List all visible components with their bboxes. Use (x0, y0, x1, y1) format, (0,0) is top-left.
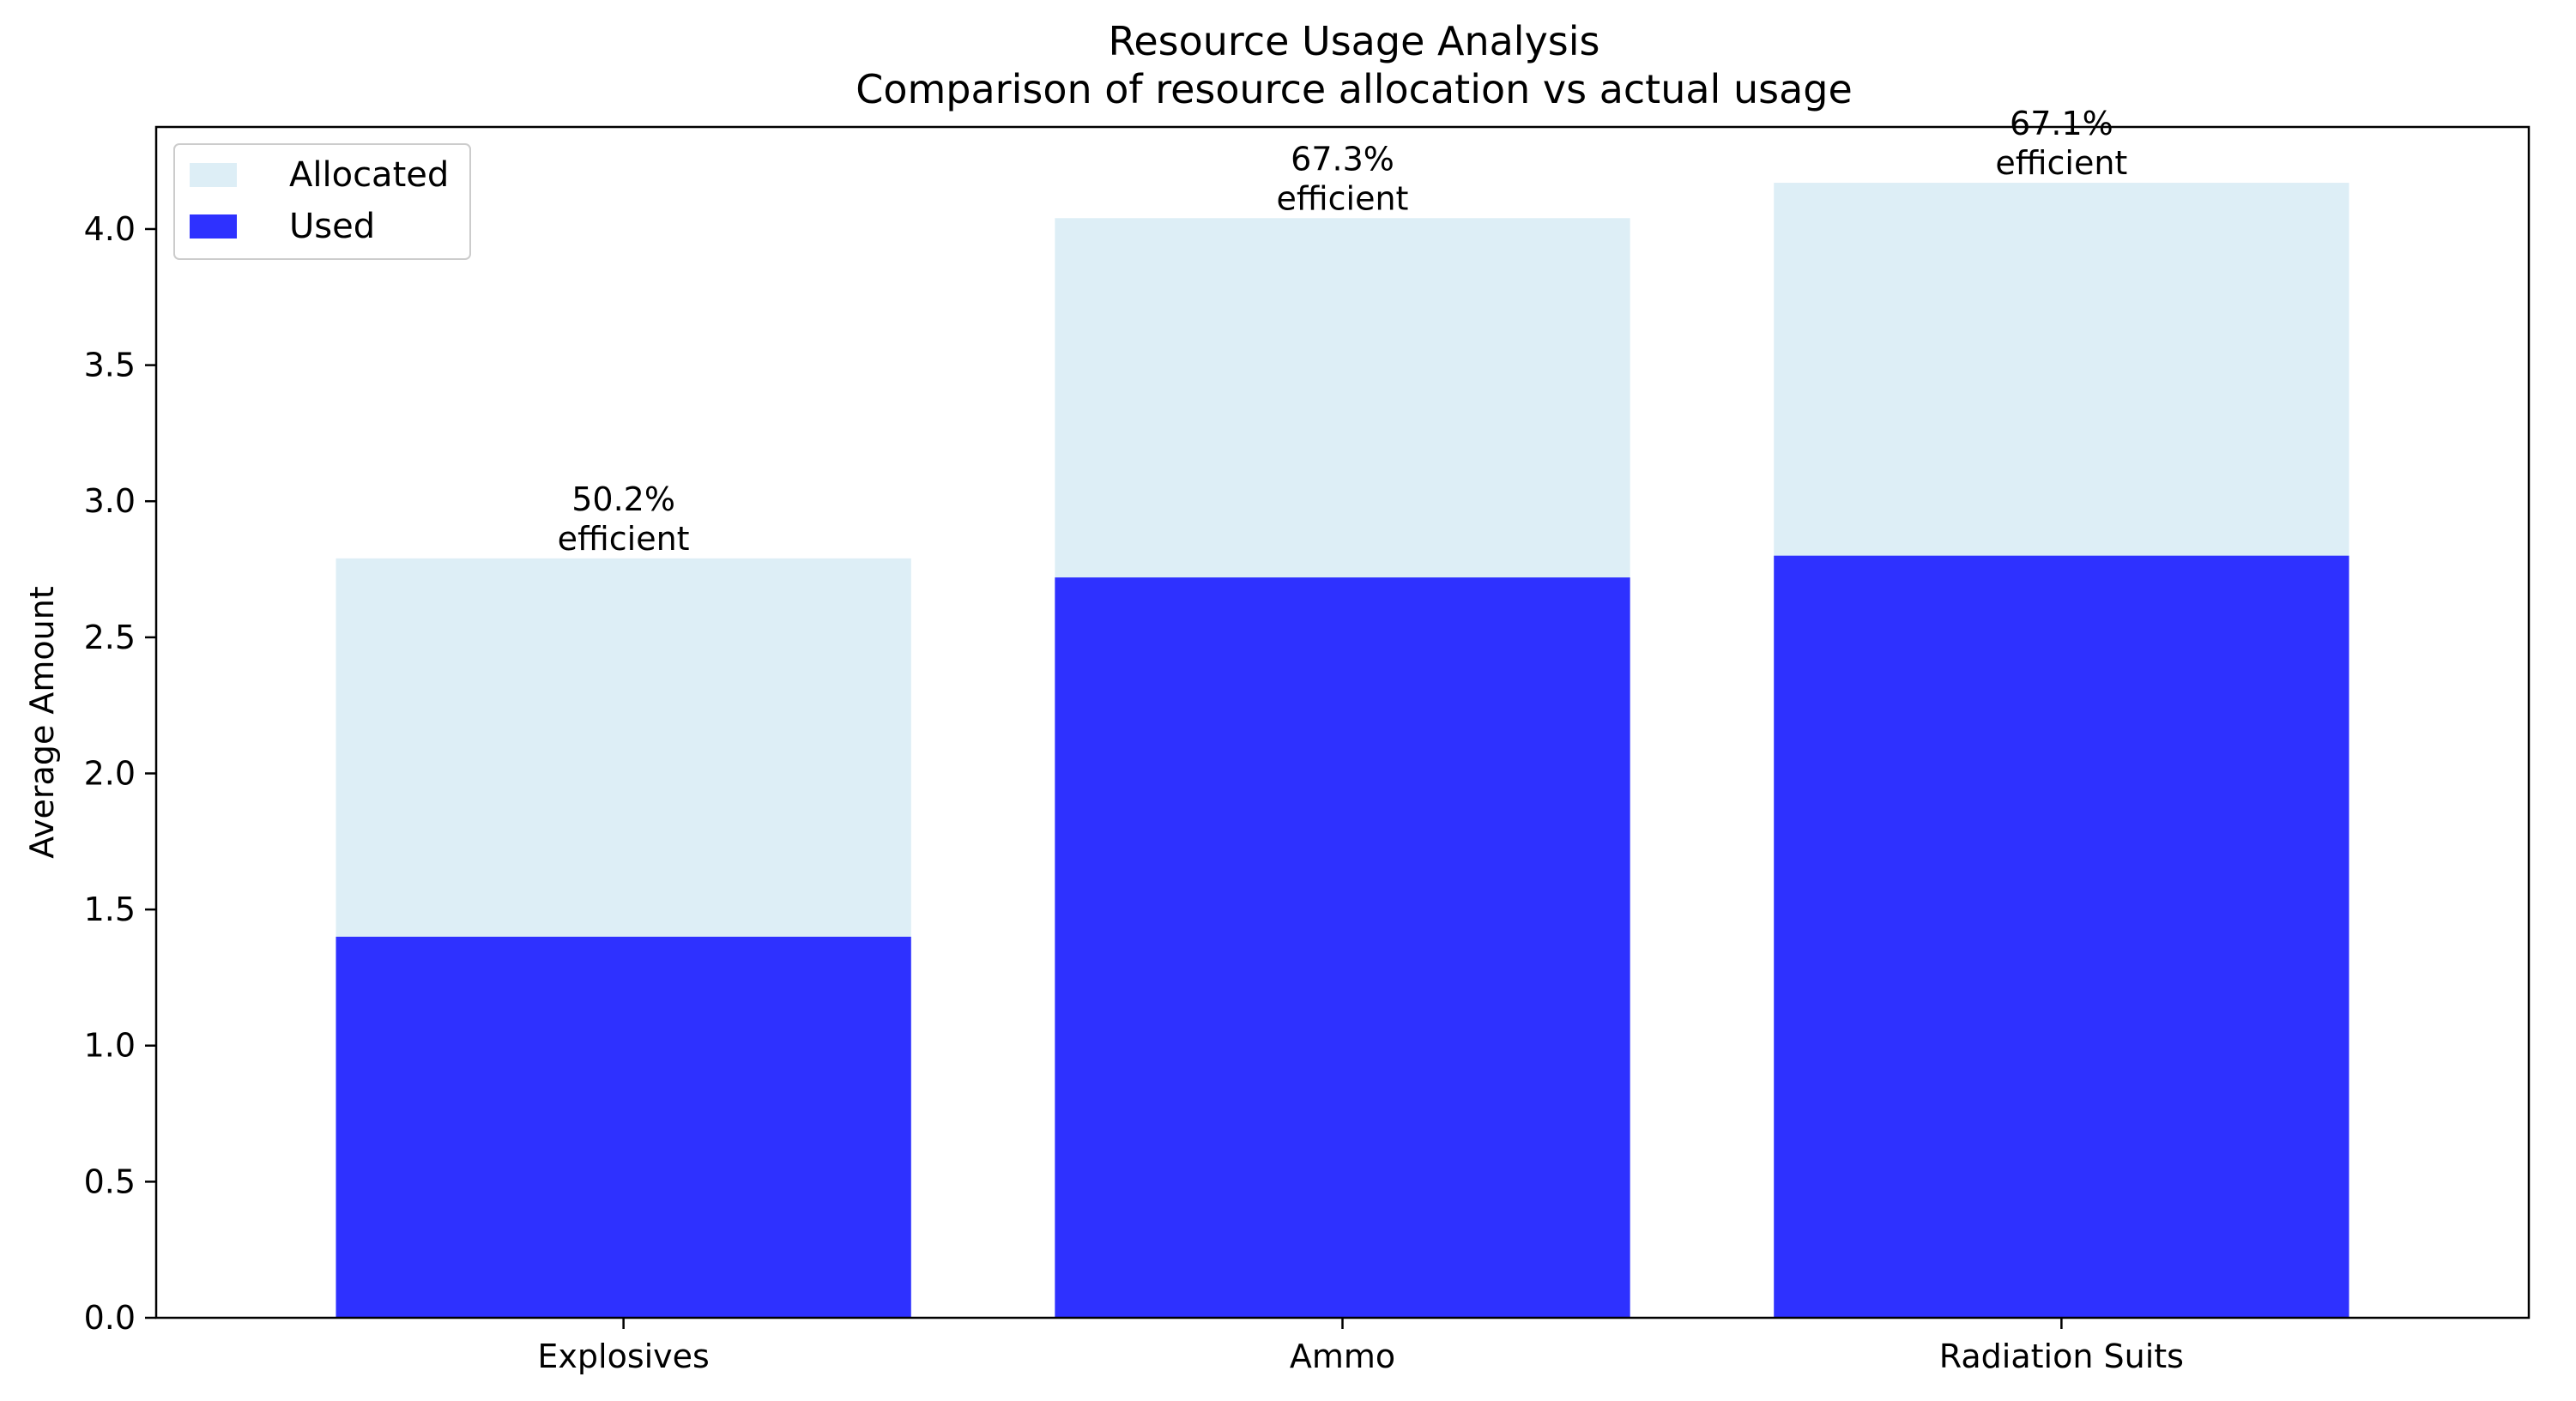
y-tick-label-3-5: 3.5 (84, 347, 136, 384)
y-tick-label-4-0: 4.0 (84, 210, 136, 248)
efficiency-caption-explosives: efficient (558, 520, 690, 558)
efficiency-caption-radiation-suits: efficient (1995, 144, 2127, 182)
legend-swatch-allocated (190, 163, 237, 187)
y-tick-label-0-0: 0.0 (84, 1299, 136, 1337)
x-tick-label-explosives: Explosives (537, 1338, 709, 1375)
legend-swatch-used (190, 214, 237, 239)
legend-label-used: Used (289, 207, 375, 246)
legend: Allocated Used (173, 143, 471, 260)
y-tick-label-2-0: 2.0 (84, 754, 136, 792)
chart-title: Resource Usage Analysis (1108, 18, 1599, 64)
plot-frame (154, 125, 2531, 1319)
y-axis-label: Average Amount (23, 586, 61, 858)
bars-group (336, 183, 2349, 1319)
efficiency-label-radiation-suits: 67.1% (2010, 105, 2113, 142)
x-axis: Explosives Ammo Radiation Suits (537, 1318, 2184, 1375)
legend-box (173, 143, 471, 260)
y-axis: 0.0 0.5 1.0 1.5 2.0 2.5 3.0 3.5 4.0 (84, 210, 156, 1337)
annotations-group: 50.2%efficient67.3%efficient67.1%efficie… (558, 105, 2128, 558)
y-tick-label-1-0: 1.0 (84, 1027, 136, 1065)
y-tick-label-1-5: 1.5 (84, 891, 136, 928)
x-tick-label-radiation-suits: Radiation Suits (1939, 1338, 2184, 1375)
y-tick-label-3-0: 3.0 (84, 482, 136, 520)
efficiency-label-explosives: 50.2% (571, 480, 675, 518)
bar-used-explosives (336, 936, 911, 1318)
efficiency-label-ammo: 67.3% (1291, 140, 1394, 178)
y-tick-label-2-5: 2.5 (84, 619, 136, 656)
chart-subtitle: Comparison of resource allocation vs act… (856, 66, 1853, 112)
efficiency-caption-ammo: efficient (1277, 179, 1409, 217)
bar-used-ammo (1055, 577, 1630, 1318)
bar-used-radiation-suits (1774, 555, 2349, 1318)
y-tick-label-0-5: 0.5 (84, 1162, 136, 1200)
x-tick-label-ammo: Ammo (1290, 1338, 1395, 1375)
legend-label-allocated: Allocated (289, 155, 449, 195)
